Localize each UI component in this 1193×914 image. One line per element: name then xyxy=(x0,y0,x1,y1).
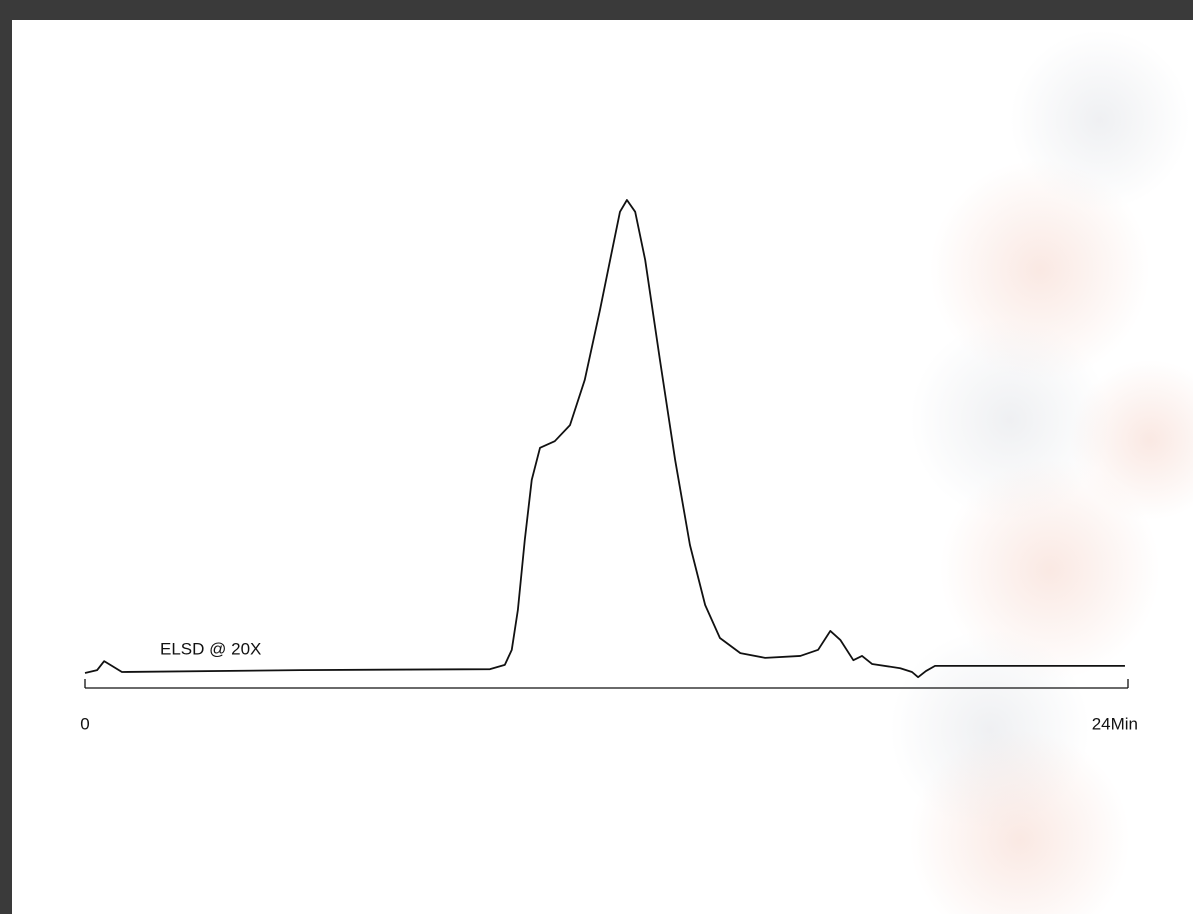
annotation: ELSD @ 20X xyxy=(160,639,261,658)
trace-line xyxy=(84,199,1125,679)
x-tick-label: 24Min xyxy=(1092,714,1138,733)
x-tick-label: 0 xyxy=(80,714,89,733)
background-decor xyxy=(890,30,1193,914)
